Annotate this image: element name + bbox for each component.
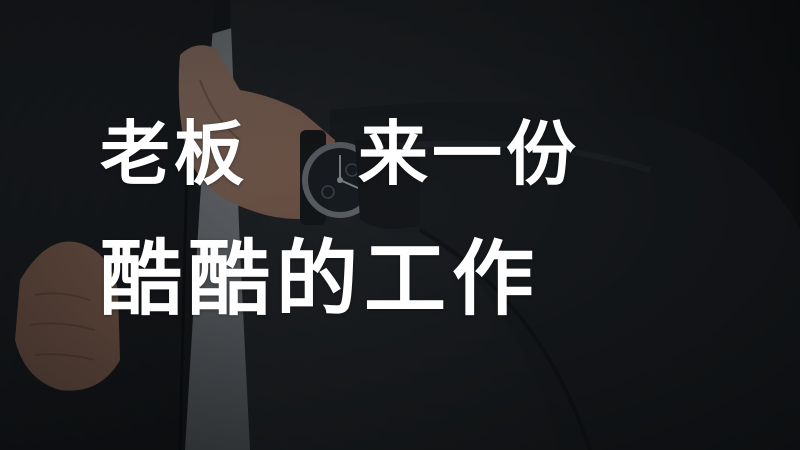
headline-line-1-right: 来一份: [358, 113, 580, 195]
headline-line-1-left: 老板: [100, 113, 248, 195]
headline-line-1: 老板 来一份: [100, 112, 580, 196]
headline-line-2: 酷酷的工作: [100, 232, 541, 327]
